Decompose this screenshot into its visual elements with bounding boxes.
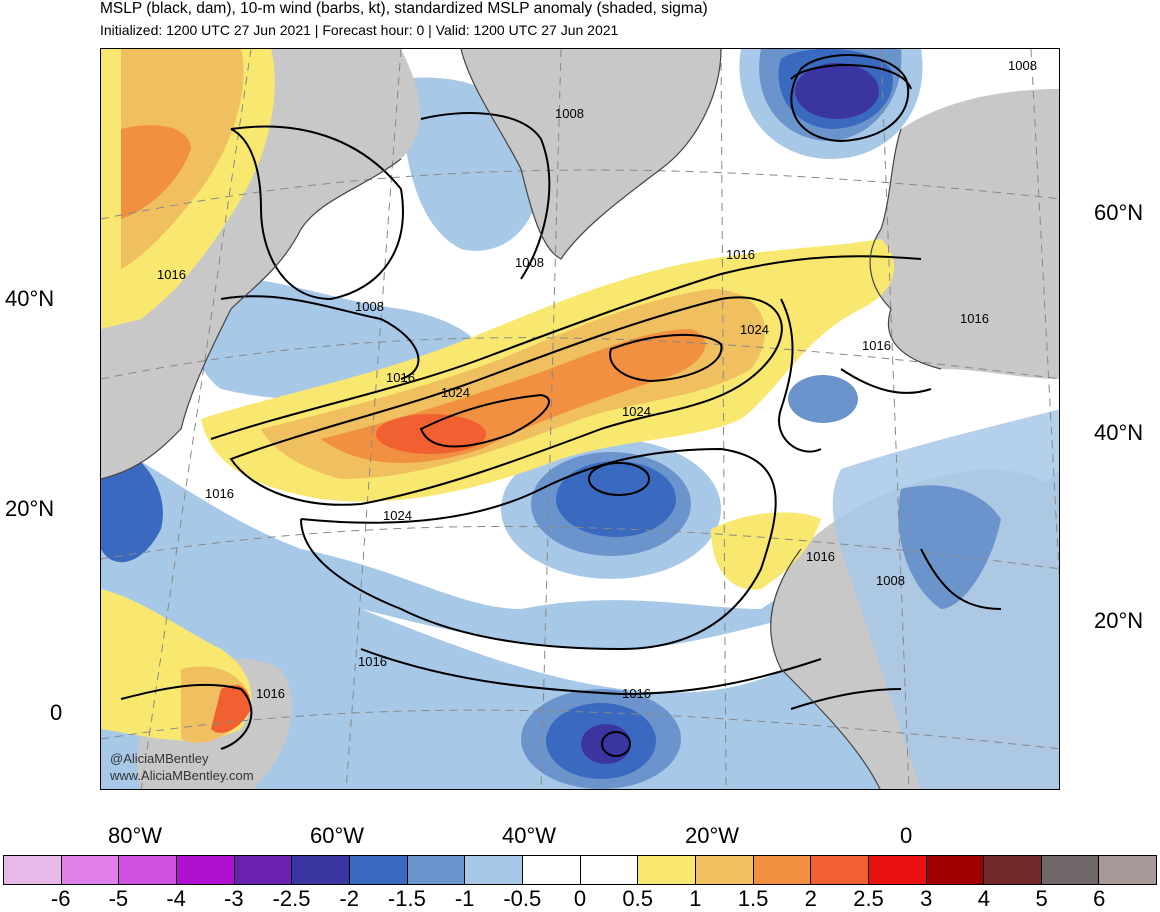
colorbar-cell	[1041, 856, 1100, 884]
colorbar-cell	[4, 856, 62, 884]
colorbar-tick-label: 1	[689, 886, 702, 911]
contour-label: 1008	[1008, 58, 1037, 73]
colorbar-tick-label: 2	[804, 886, 817, 911]
colorbar-tick-label: 1.5	[737, 886, 769, 911]
credit-handle: @AliciaMBentley	[110, 751, 209, 766]
colorbar-cell	[580, 856, 639, 884]
colorbar-tick-label: 0	[573, 886, 587, 911]
contour-label: 1016	[157, 267, 186, 282]
colorbar-tick-label: -0.5	[503, 886, 542, 911]
anomaly-neg-icelandlow-core	[795, 63, 879, 119]
colorbar-cell	[695, 856, 754, 884]
colorbar-tick-label: -6	[50, 886, 71, 911]
colorbar-cell	[1099, 856, 1157, 884]
contour-label: 1024	[441, 385, 470, 400]
lat-label-left: 20°N	[5, 496, 55, 521]
anomaly-pos-labrador3	[121, 125, 191, 219]
colorbar-cell	[522, 856, 581, 884]
contour-label: 1024	[740, 322, 769, 337]
contour-label: 1008	[555, 106, 584, 121]
chart-subtitle: Initialized: 1200 UTC 27 Jun 2021 | Fore…	[100, 22, 619, 38]
contour-label: 1024	[622, 404, 651, 419]
colorbar-tick-label: -3	[224, 886, 244, 911]
colorbar-cell	[638, 856, 696, 884]
contour-label: 1016	[862, 338, 891, 353]
contour-label: 1016	[806, 549, 835, 564]
lat-label-right: 40°N	[1094, 420, 1144, 445]
colorbar-cell	[292, 856, 350, 884]
map-panel	[100, 48, 1060, 790]
lat-label-right: 20°N	[1094, 608, 1144, 633]
colorbar-cell	[119, 856, 177, 884]
map-canvas	[101, 49, 1059, 789]
contour-label: 1016	[960, 311, 989, 326]
colorbar-tick-label: -5	[108, 886, 129, 911]
colorbar-cell	[868, 856, 927, 884]
isobars	[120, 54, 1002, 757]
colorbar-cell	[407, 856, 466, 884]
lat-label-left: 0	[50, 700, 63, 725]
colorbar-tick-label: -1.5	[387, 886, 426, 911]
lon-label: 20°W	[685, 823, 740, 848]
lon-label: 40°W	[502, 823, 557, 848]
contour-label: 1016	[726, 247, 755, 262]
colorbar-tick-label: 5	[1035, 886, 1048, 911]
lon-label: 60°W	[310, 823, 365, 848]
colorbar-tick-label: -2	[339, 886, 359, 911]
colorbar-cell	[984, 856, 1042, 884]
colorbar-cell	[349, 856, 408, 884]
land-europe	[870, 89, 1059, 379]
contour-label: 1016	[205, 486, 234, 501]
credit-url: www.AliciaMBentley.com	[110, 768, 254, 783]
lon-label: 80°W	[108, 823, 163, 848]
colorbar-cell	[234, 856, 293, 884]
graticule	[101, 49, 1059, 789]
contour-label: 1016	[256, 686, 285, 701]
lon-label: 0	[900, 823, 913, 848]
colorbar-tick-label: 0.5	[622, 886, 653, 911]
colorbar-tick-label: 2.5	[853, 886, 884, 911]
lat-label-left: 40°N	[5, 286, 55, 311]
colorbar-cell	[811, 856, 869, 884]
colorbar-tick-label: 6	[1093, 886, 1106, 911]
colorbar-cell	[753, 856, 812, 884]
colorbar-tick-label: 4	[977, 886, 991, 911]
coastlines	[101, 49, 942, 789]
anomaly-pos-azores-core	[376, 414, 486, 454]
colorbar-tick-label: -1	[454, 886, 475, 911]
contour-label: 1016	[622, 686, 651, 701]
contour-label: 1016	[386, 370, 415, 385]
colorbar-tick-label: 3	[920, 886, 933, 911]
lat-label-right: 60°N	[1094, 200, 1144, 225]
colorbar-tick-label: -4	[166, 886, 186, 911]
colorbar-cell	[61, 856, 120, 884]
colorbar-cell	[465, 856, 523, 884]
colorbar	[3, 855, 1157, 885]
contour-label: 1008	[355, 299, 384, 314]
colorbar-tick-label: -2.5	[272, 886, 311, 911]
land-greenland	[461, 49, 721, 259]
contour-label: 1008	[876, 573, 905, 588]
anomaly-neg-africa2	[898, 485, 1001, 609]
anomaly-neg-iberia	[788, 375, 858, 423]
colorbar-cell	[176, 856, 235, 884]
anomaly-neg-eqlow3	[581, 724, 631, 764]
contour-label: 1024	[383, 508, 412, 523]
colorbar-cell	[926, 856, 985, 884]
contour-label: 1016	[358, 654, 387, 669]
chart-title: MSLP (black, dam), 10-m wind (barbs, kt)…	[100, 0, 708, 17]
contour-label: 1008	[515, 255, 544, 270]
anomaly-neg-midatl3	[556, 461, 676, 537]
